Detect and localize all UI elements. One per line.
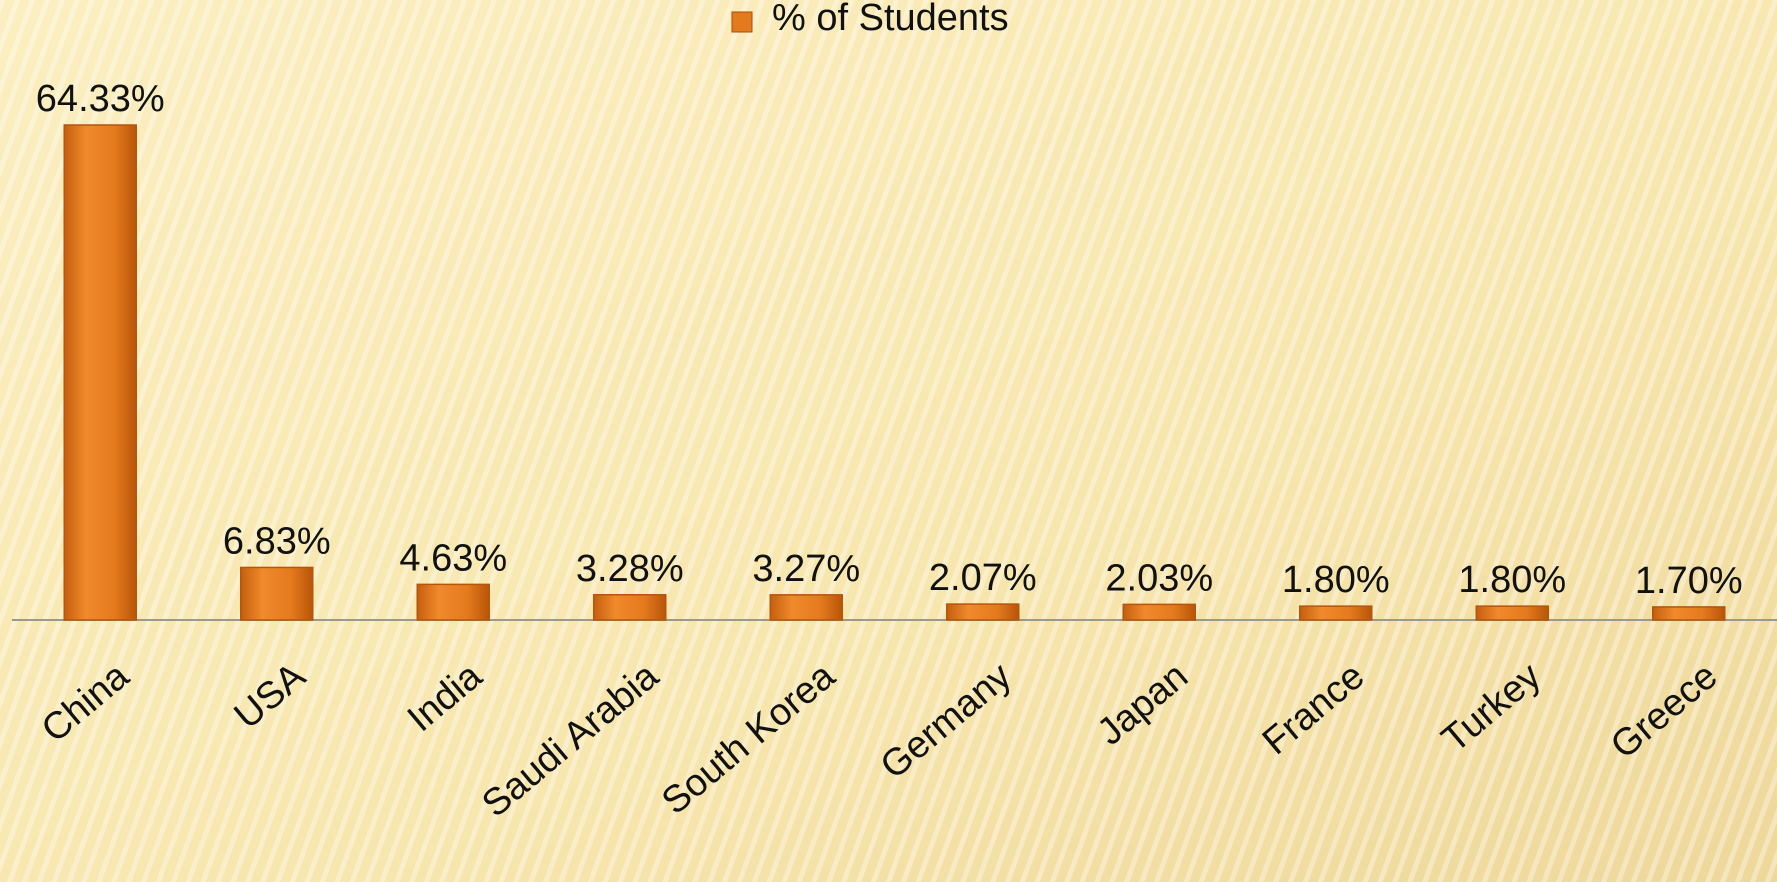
- value-label: 3.28%: [576, 548, 684, 590]
- bar: [946, 603, 1020, 621]
- value-label: 3.27%: [752, 548, 860, 590]
- value-label: 2.03%: [1105, 557, 1213, 599]
- bar: [63, 124, 137, 621]
- bar: [1652, 606, 1726, 621]
- value-label: 64.33%: [36, 78, 165, 120]
- value-label: 1.80%: [1458, 559, 1566, 601]
- bar: [593, 594, 667, 621]
- legend-label: % of Students: [772, 0, 1009, 39]
- bar: [1475, 605, 1549, 621]
- bar: [1299, 605, 1373, 621]
- bar: [769, 594, 843, 621]
- value-label: 1.80%: [1282, 559, 1390, 601]
- bar: [1122, 603, 1196, 621]
- bar: [416, 583, 490, 621]
- value-label: 4.63%: [399, 537, 507, 579]
- value-label: 2.07%: [929, 557, 1037, 599]
- legend-swatch: [731, 11, 753, 33]
- bar: [240, 566, 314, 621]
- value-label: 6.83%: [223, 520, 331, 562]
- value-label: 1.70%: [1635, 560, 1743, 602]
